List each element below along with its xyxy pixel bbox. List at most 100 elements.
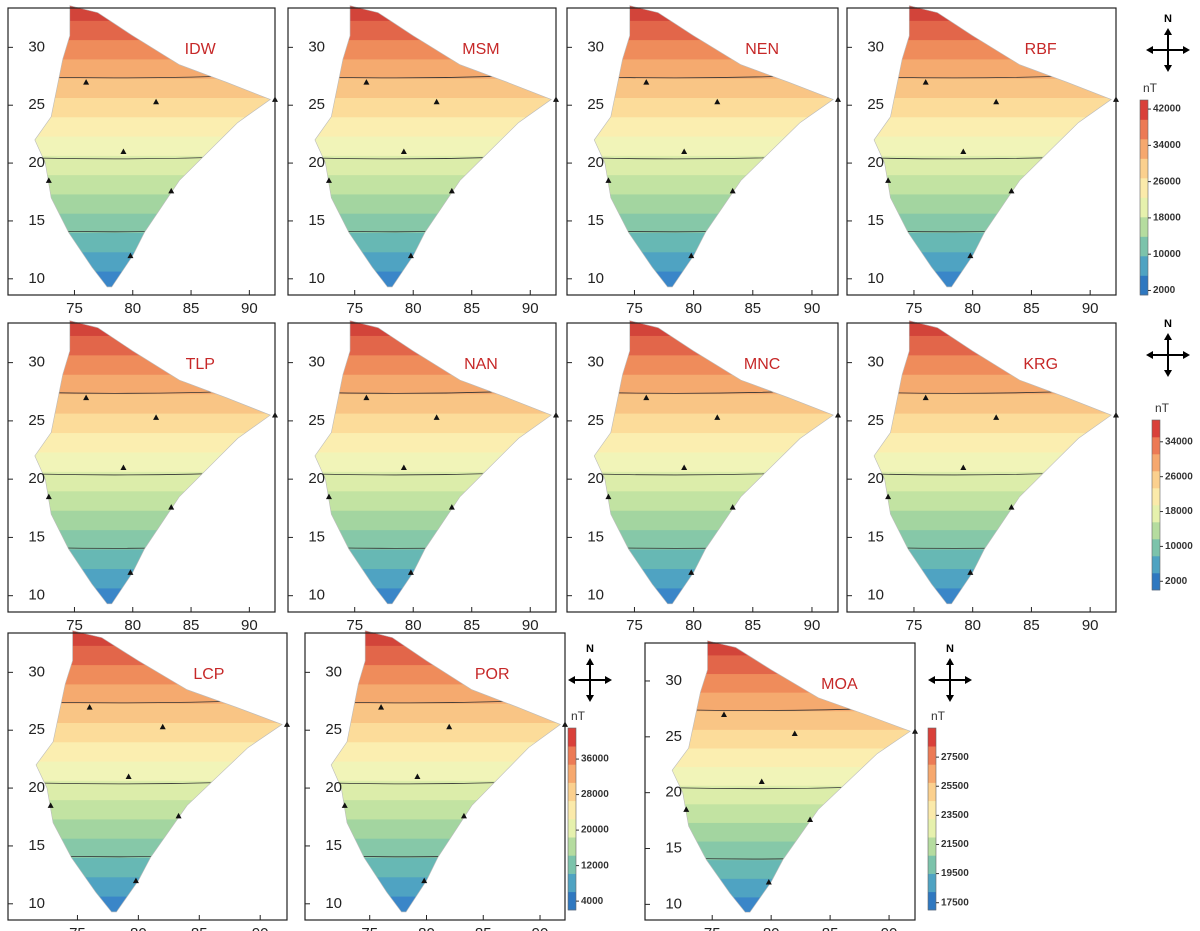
colorbar-segment xyxy=(1152,488,1160,506)
colorbar-tick-label: 18000 xyxy=(1153,213,1181,224)
contour-band xyxy=(314,568,552,589)
x-tick-label: 75 xyxy=(69,925,86,931)
y-tick-label: 10 xyxy=(308,587,325,604)
map-panel: 75 80 85 90 10 15 20 25 30 RBF xyxy=(846,5,1119,317)
contour-fill xyxy=(331,630,561,912)
contour-band xyxy=(672,841,911,861)
y-tick-label: 25 xyxy=(28,721,45,738)
contour-band xyxy=(594,432,834,453)
colorbar-segment xyxy=(1152,471,1160,489)
compass-label: N xyxy=(1164,318,1172,330)
arrow-head xyxy=(586,695,594,702)
contour-band xyxy=(672,640,911,656)
colorbar-tick-label: 21500 xyxy=(941,839,969,850)
y-tick-label: 20 xyxy=(308,154,325,171)
contour-band xyxy=(594,39,834,60)
contour-band xyxy=(34,568,271,589)
x-tick-label: 75 xyxy=(66,617,83,634)
station xyxy=(378,704,385,710)
contour-band xyxy=(594,213,834,234)
contour-band xyxy=(36,838,283,859)
x-tick-label: 90 xyxy=(241,300,258,317)
map-outline xyxy=(314,5,552,288)
panel-frame xyxy=(7,322,276,613)
y-tick-label: 25 xyxy=(867,412,884,429)
x-tick-label: 75 xyxy=(626,617,643,634)
colorbar-segment xyxy=(1140,100,1148,120)
y-tick-label: 25 xyxy=(28,96,45,113)
contour-band xyxy=(314,432,552,453)
station xyxy=(922,79,929,85)
contour-band xyxy=(314,587,552,604)
contour-band xyxy=(314,529,552,550)
x-tick-label: 90 xyxy=(1082,617,1099,634)
colorbar-segment xyxy=(568,764,576,783)
panel-label: MOA xyxy=(821,676,858,693)
contour-band xyxy=(672,896,911,913)
contour-band xyxy=(594,335,834,356)
colorbar-segment xyxy=(568,837,576,856)
map-panel: 75 80 85 90 10 15 20 25 30 KRG xyxy=(846,320,1119,634)
contour-band xyxy=(34,39,271,60)
x-tick-label: 75 xyxy=(66,300,83,317)
station xyxy=(688,252,695,259)
x-tick-label: 80 xyxy=(763,925,780,931)
contour-band xyxy=(594,413,834,434)
y-tick-label: 15 xyxy=(665,839,682,856)
contour-band xyxy=(314,20,552,41)
colorbar-segment xyxy=(1140,256,1148,276)
contour-band xyxy=(594,271,834,287)
contour-band xyxy=(314,39,552,60)
station xyxy=(681,148,688,154)
colorbar-segment xyxy=(1140,139,1148,159)
arrow-head xyxy=(1164,28,1172,35)
contour-band xyxy=(331,857,561,878)
y-tick-label: 10 xyxy=(325,895,342,912)
x-tick-label: 85 xyxy=(183,617,200,634)
y-tick-label: 20 xyxy=(325,779,342,796)
contour-band xyxy=(34,529,271,550)
contour-band xyxy=(672,822,911,842)
colorbar-unit: nT xyxy=(1155,401,1170,415)
compass-label: N xyxy=(946,643,954,655)
colorbar-tick-label: 36000 xyxy=(581,754,609,765)
contour-band xyxy=(34,374,271,395)
station xyxy=(400,464,407,470)
contour-band xyxy=(34,193,271,214)
contour-band xyxy=(874,432,1112,453)
contour-band xyxy=(874,251,1112,272)
y-tick-label: 25 xyxy=(308,412,325,429)
contour-band xyxy=(331,722,561,743)
colorbar-segment xyxy=(568,728,576,747)
colorbar-segment xyxy=(568,891,576,911)
y-tick-label: 20 xyxy=(665,784,682,801)
contour-band xyxy=(672,859,911,879)
arrow-head xyxy=(605,676,612,684)
x-tick-label: 80 xyxy=(964,300,981,317)
station xyxy=(605,493,612,500)
x-tick-label: 90 xyxy=(532,925,549,931)
station xyxy=(765,879,772,885)
colorbar-segment xyxy=(1152,573,1160,591)
x-tick-label: 80 xyxy=(405,300,422,317)
contour-band xyxy=(34,354,271,375)
contour-band xyxy=(331,761,561,781)
panel-frame xyxy=(566,7,839,296)
contour-band xyxy=(36,876,283,897)
contour-band xyxy=(672,673,911,693)
map-panel: 75 80 85 90 10 15 20 25 30 NAN xyxy=(287,320,559,634)
colorbar-segment xyxy=(928,873,936,893)
panel-label: NEN xyxy=(745,41,779,58)
colorbar-tick-label: 42000 xyxy=(1153,104,1181,115)
station xyxy=(168,504,175,510)
contour-band xyxy=(594,451,834,472)
station xyxy=(714,98,721,105)
colorbar-tick-label: 17500 xyxy=(941,897,969,908)
contour-band xyxy=(36,645,283,666)
y-tick-label: 25 xyxy=(28,412,45,429)
colorbar-segment xyxy=(1140,178,1148,198)
arrow-head xyxy=(1146,46,1153,54)
colorbar-frame xyxy=(927,727,937,911)
contour-band xyxy=(594,193,834,214)
